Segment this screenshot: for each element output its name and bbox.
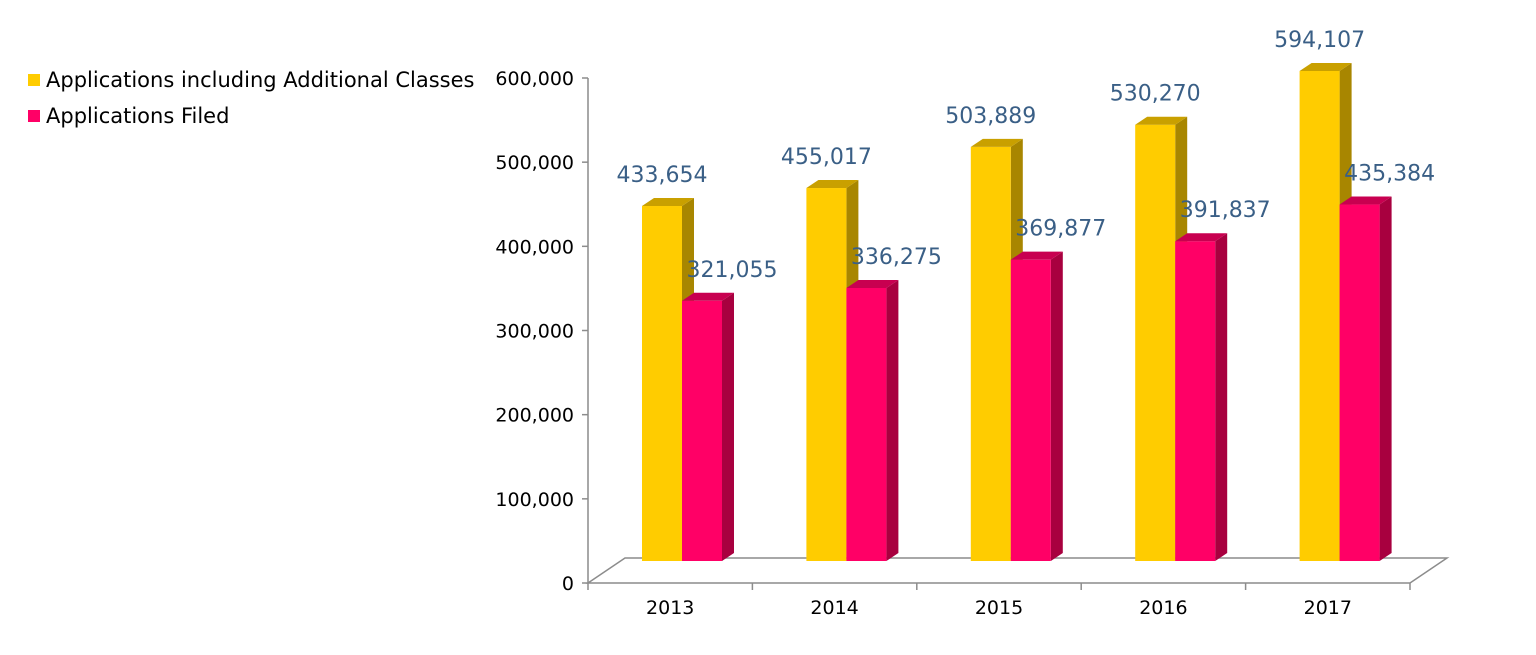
data-label-applications-filed-2017: 435,384 — [1344, 162, 1435, 187]
data-label-additional-classes-2014: 455,017 — [781, 145, 872, 170]
bar-top-additional-classes-2014 — [806, 180, 859, 189]
bar-side-applications-filed-2016 — [1215, 233, 1228, 561]
data-label-applications-filed-2013: 321,055 — [687, 258, 778, 283]
bar-side-applications-filed-2017 — [1379, 196, 1392, 561]
bar-top-applications-filed-2015 — [1010, 251, 1063, 260]
x-tick-label-2015: 2015 — [975, 597, 1023, 619]
chart-floor — [585, 557, 1450, 584]
legend-swatch-applications-filed — [28, 110, 40, 122]
bar-additional-classes-2014 — [806, 188, 847, 562]
legend-label-applications-filed: Applications Filed — [46, 104, 230, 128]
x-tick-label-2016: 2016 — [1139, 597, 1187, 619]
data-label-additional-classes-2017: 594,107 — [1274, 28, 1365, 53]
bar-applications-filed-2015 — [1010, 259, 1051, 561]
data-label-applications-filed-2014: 336,275 — [851, 245, 942, 270]
bar-top-additional-classes-2013 — [642, 198, 694, 207]
bar-side-applications-filed-2014 — [886, 279, 899, 561]
x-tick-label-2014: 2014 — [810, 597, 858, 619]
bar-top-additional-classes-2016 — [1135, 116, 1188, 125]
bar-side-applications-filed-2013 — [722, 292, 734, 561]
bar-top-applications-filed-2017 — [1339, 196, 1392, 205]
data-label-additional-classes-2013: 433,654 — [617, 163, 708, 188]
data-label-applications-filed-2016: 391,837 — [1180, 198, 1271, 223]
y-tick-label: 500,000 — [495, 152, 574, 174]
bar-applications-filed-2016 — [1175, 241, 1216, 561]
legend-item-additional-classes: Applications including Additional Classe… — [28, 62, 474, 98]
bar-applications-filed-2013 — [682, 300, 722, 561]
data-label-applications-filed-2015: 369,877 — [1015, 217, 1106, 242]
legend-item-applications-filed: Applications Filed — [28, 98, 474, 134]
bar-additional-classes-2017 — [1299, 70, 1340, 562]
bar-side-applications-filed-2015 — [1050, 251, 1063, 561]
bar-top-additional-classes-2017 — [1299, 62, 1352, 71]
chart-legend: Applications including Additional Classe… — [28, 62, 474, 134]
y-tick-label: 400,000 — [495, 236, 574, 258]
bar-additional-classes-2015 — [970, 146, 1011, 561]
y-tick-label: 0 — [562, 573, 574, 595]
y-tick-label: 300,000 — [495, 321, 574, 343]
legend-swatch-additional-classes — [28, 74, 40, 86]
y-tick-label: 600,000 — [495, 68, 574, 90]
x-tick-label-2013: 2013 — [646, 597, 694, 619]
y-tick-label: 100,000 — [495, 489, 574, 511]
data-label-additional-classes-2016: 530,270 — [1110, 82, 1201, 107]
x-tick-label-2017: 2017 — [1304, 597, 1352, 619]
bar-additional-classes-2016 — [1135, 124, 1176, 561]
data-label-additional-classes-2015: 503,889 — [945, 104, 1036, 129]
bar-applications-filed-2017 — [1339, 204, 1380, 561]
bar-top-applications-filed-2013 — [682, 292, 734, 301]
bar-applications-filed-2014 — [846, 287, 887, 561]
y-tick-label: 200,000 — [495, 405, 574, 427]
bar-top-applications-filed-2014 — [846, 279, 899, 288]
bar-additional-classes-2013 — [642, 206, 682, 562]
bar-top-additional-classes-2015 — [970, 138, 1023, 147]
bar-top-applications-filed-2016 — [1175, 233, 1228, 242]
legend-label-additional-classes: Applications including Additional Classe… — [46, 68, 475, 92]
